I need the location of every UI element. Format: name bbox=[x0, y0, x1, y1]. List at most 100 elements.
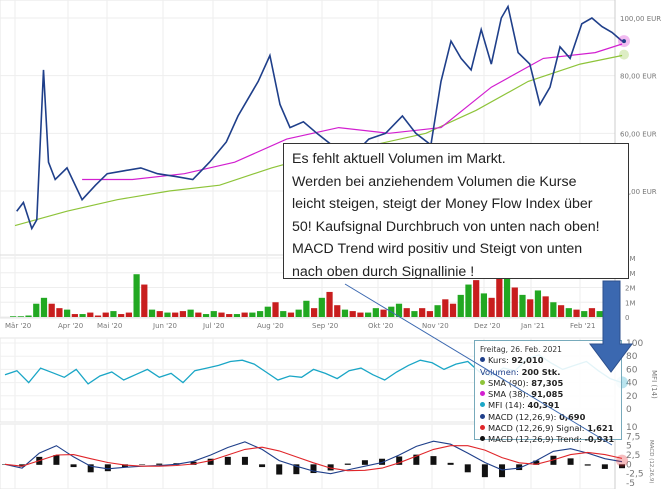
volume-bar bbox=[303, 300, 310, 317]
volume-bar bbox=[573, 309, 580, 317]
volume-bar bbox=[87, 312, 94, 317]
volume-bar bbox=[33, 303, 40, 317]
volume-bar bbox=[365, 312, 372, 317]
tooltip-label: MACD (12,26,9): bbox=[488, 411, 560, 422]
x-tick-label: Mai '20 bbox=[97, 322, 122, 330]
y-tick-label: 60 bbox=[626, 365, 638, 375]
volume-bar bbox=[179, 311, 187, 317]
volume-bar bbox=[334, 305, 341, 317]
volume-bar bbox=[280, 311, 287, 317]
y-tick-label: 4M bbox=[625, 255, 636, 263]
volume-bar bbox=[550, 302, 557, 317]
x-tick-label: Apr '20 bbox=[58, 322, 83, 330]
tooltip-value: 1,621 bbox=[587, 423, 614, 434]
volume-bar bbox=[511, 287, 518, 317]
y-tick-label: 2,5 bbox=[626, 451, 640, 461]
tooltip-row: SMA (38): 91,085 bbox=[480, 389, 621, 400]
legend-dot-icon bbox=[480, 413, 485, 419]
volume-bar bbox=[156, 311, 163, 317]
volume-bar bbox=[172, 312, 179, 317]
y-tick-label: 100 bbox=[626, 339, 643, 349]
tooltip-value: 91,085 bbox=[531, 389, 564, 400]
tooltip-date: Freitag, 26. Feb. 2021 bbox=[480, 345, 562, 354]
legend-dot-icon bbox=[480, 436, 485, 442]
macd-signal-line bbox=[4, 445, 623, 472]
macd-histogram-bar bbox=[584, 464, 591, 466]
volume-bar bbox=[442, 299, 449, 317]
volume-bar bbox=[542, 296, 549, 317]
y-tick-label: 80,00 EUR bbox=[620, 73, 657, 81]
volume-bar bbox=[218, 312, 225, 317]
x-tick-label: Nov '20 bbox=[422, 322, 449, 330]
volume-bar bbox=[349, 311, 356, 317]
tooltip-label: SMA (38): bbox=[488, 389, 532, 400]
macd-histogram-bar bbox=[156, 463, 163, 465]
x-tick-label: Mär '20 bbox=[5, 322, 31, 330]
macd-histogram-bar bbox=[567, 458, 574, 465]
volume-bar bbox=[527, 299, 534, 317]
volume-bar bbox=[118, 314, 125, 317]
volume-bar bbox=[10, 316, 17, 317]
macd-line bbox=[4, 440, 623, 475]
macd-histogram-bar bbox=[87, 464, 94, 473]
macd-histogram-bar bbox=[259, 464, 266, 468]
macd-histogram-bar bbox=[70, 464, 77, 468]
volume-bar bbox=[473, 280, 480, 317]
legend-dot-icon bbox=[480, 357, 485, 363]
volume-bar bbox=[534, 290, 542, 317]
macd-histogram-bar bbox=[121, 464, 128, 468]
tooltip-value: 200 Stk. bbox=[521, 366, 561, 377]
volume-bar bbox=[202, 314, 210, 317]
volume-bar bbox=[56, 308, 63, 317]
x-tick-label: Jan '21 bbox=[520, 322, 545, 330]
annotation-line: Werden bei anziehendem Volumen die Kurse bbox=[292, 173, 577, 190]
y-tick-label: 20 bbox=[626, 392, 638, 402]
macd-histogram-bar bbox=[310, 464, 317, 474]
volume-bar bbox=[311, 308, 318, 317]
y-tick-label: 5 bbox=[626, 442, 632, 452]
macd-histogram-bar bbox=[516, 464, 523, 471]
volume-bar bbox=[380, 309, 387, 317]
sma90-marker bbox=[619, 49, 629, 60]
volume-bar bbox=[488, 297, 495, 317]
legend-dot-icon bbox=[480, 425, 485, 431]
macd-histogram-bar bbox=[396, 456, 403, 465]
tooltip-row: Kurs: 92,010 bbox=[480, 355, 621, 366]
volume-bar bbox=[133, 274, 140, 317]
volume-bar bbox=[419, 308, 426, 317]
volume-bar bbox=[256, 311, 264, 317]
x-tick-label: Feb '21 bbox=[570, 322, 595, 330]
volume-bar bbox=[125, 312, 132, 317]
volume-bar bbox=[25, 315, 32, 317]
volume-bar bbox=[48, 303, 55, 317]
volume-bar bbox=[565, 308, 572, 317]
annotation-line: nach oben durch Signallinie ! bbox=[292, 263, 475, 280]
annotation-line: leicht steigen, steigt der Money Flow In… bbox=[292, 196, 593, 212]
legend-dot-icon bbox=[480, 379, 485, 385]
macd-histogram-bar bbox=[224, 456, 231, 465]
macd-histogram-bar bbox=[276, 464, 283, 475]
legend-dot-icon bbox=[480, 391, 485, 397]
macd-histogram-bar bbox=[464, 464, 471, 473]
volume-bar bbox=[295, 309, 302, 317]
macd-marker bbox=[616, 454, 628, 467]
volume-bar bbox=[465, 284, 472, 317]
macd-histogram-bar bbox=[344, 463, 351, 465]
macd-histogram-bar bbox=[104, 464, 111, 472]
y-tick-label: 3M bbox=[625, 270, 636, 278]
y-tick-label: -2,5 bbox=[626, 470, 644, 480]
volume-bar bbox=[264, 306, 271, 317]
annotation-line: 50! Kaufsignal Durchbruch von unten nach… bbox=[292, 218, 600, 235]
tooltip-value: 87,305 bbox=[531, 377, 564, 388]
x-tick-label: Jun '20 bbox=[152, 322, 177, 330]
volume-bar bbox=[318, 297, 325, 317]
volume-bar bbox=[557, 305, 565, 317]
tooltip-row: MFI (14): 40,391 bbox=[480, 400, 621, 411]
volume-bar bbox=[581, 311, 588, 317]
legend-dot-icon bbox=[480, 402, 485, 408]
tooltip-label: MACD (12,26,9) Trend: bbox=[488, 434, 585, 445]
volume-bar bbox=[187, 309, 194, 317]
volume-bar bbox=[40, 297, 48, 317]
price-marker-dot bbox=[622, 39, 626, 44]
y-tick-label: 1M bbox=[625, 299, 636, 307]
